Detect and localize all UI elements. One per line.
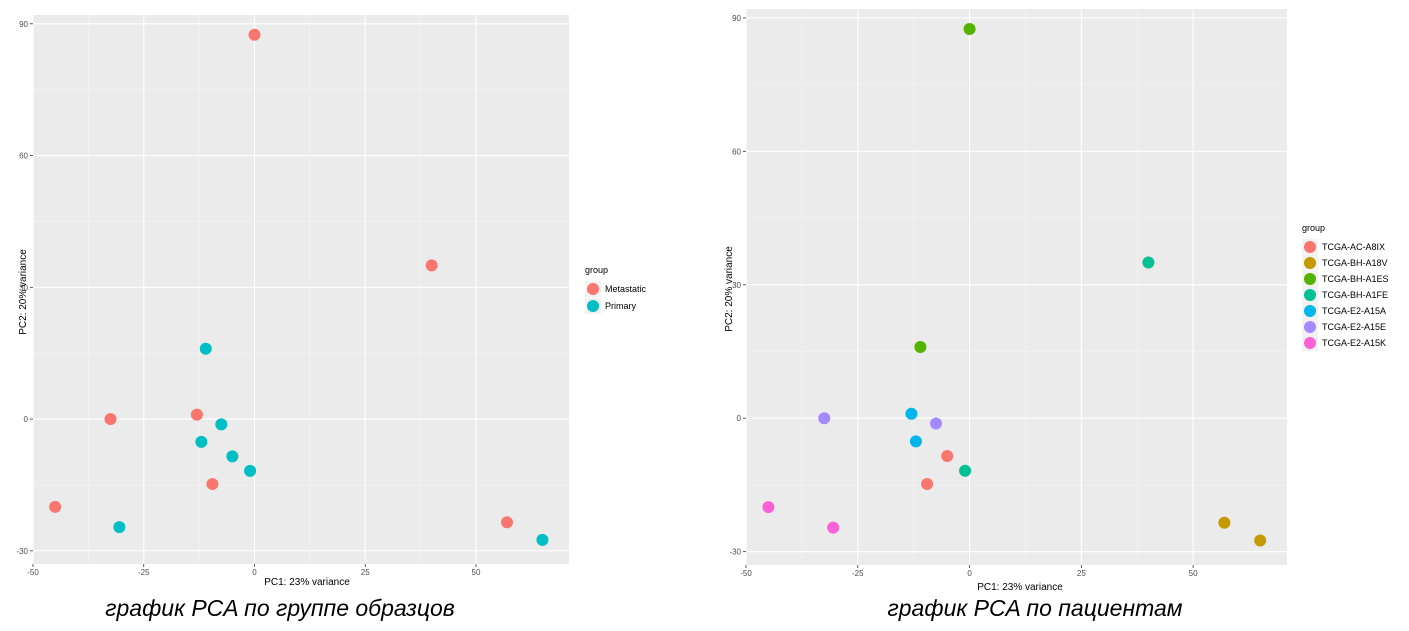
data-point xyxy=(909,435,922,448)
data-point xyxy=(244,464,257,477)
data-point xyxy=(905,407,918,420)
data-point xyxy=(930,417,943,430)
legend-marker xyxy=(587,300,599,312)
data-point xyxy=(1142,256,1155,269)
y-axis-label: PC2: 20% variance xyxy=(724,246,735,332)
data-point xyxy=(959,464,972,477)
x-tick-label: -25 xyxy=(852,569,864,578)
legend-marker xyxy=(1304,337,1316,349)
legend-label: TCGA-BH-A18V xyxy=(1322,258,1388,268)
legend-label: TCGA-E2-A15A xyxy=(1322,306,1386,316)
data-point xyxy=(190,408,203,421)
data-point xyxy=(536,533,549,546)
x-tick-label: 50 xyxy=(472,568,481,577)
legend-marker xyxy=(1304,321,1316,333)
legend-label: TCGA-AC-A8IX xyxy=(1322,242,1385,252)
data-point xyxy=(104,413,117,426)
left-chart-caption: график PCA по группе образцов xyxy=(105,595,455,621)
legend-marker xyxy=(1304,257,1316,269)
x-tick-label: 0 xyxy=(252,568,257,577)
data-point xyxy=(113,521,126,534)
data-point xyxy=(827,521,840,534)
legend: group TCGA-AC-A8IX TCGA-BH-A18V TCGA-BH-A1E… xyxy=(1302,223,1389,351)
x-axis-label: PC1: 23% variance xyxy=(264,577,350,588)
y-tick-label: 90 xyxy=(19,20,28,29)
y-tick-label: -30 xyxy=(16,547,28,556)
data-point xyxy=(195,435,208,448)
legend-label: TCGA-BH-A1FE xyxy=(1322,290,1388,300)
plot-panel xyxy=(746,9,1287,565)
data-point xyxy=(921,478,934,491)
x-tick-label: -50 xyxy=(27,568,39,577)
data-point xyxy=(941,450,954,463)
legend-label: Metastatic xyxy=(605,284,647,294)
y-tick-label: 30 xyxy=(19,283,28,292)
legend-label: TCGA-BH-A1ES xyxy=(1322,274,1389,284)
data-point xyxy=(500,516,513,529)
data-point xyxy=(248,28,261,41)
data-point xyxy=(215,418,228,431)
y-axis-label: PC2: 20% variance xyxy=(18,249,29,335)
x-tick-label: -25 xyxy=(138,568,150,577)
legend-label: TCGA-E2-A15E xyxy=(1322,322,1386,332)
axis-ticks: -50 -25 0 25 50 -30 0 30 60 90 xyxy=(16,20,481,577)
y-tick-label: -30 xyxy=(729,548,741,557)
legend-title: group xyxy=(585,265,608,275)
x-tick-label: -50 xyxy=(740,569,752,578)
data-point xyxy=(226,450,239,463)
y-tick-label: 0 xyxy=(24,415,29,424)
data-points xyxy=(49,28,549,546)
legend-marker xyxy=(1304,241,1316,253)
data-point xyxy=(1254,534,1267,547)
plot-panel xyxy=(33,15,569,564)
data-point xyxy=(914,341,927,354)
legend-title: group xyxy=(1302,223,1325,233)
data-point xyxy=(1218,516,1231,529)
x-tick-label: 50 xyxy=(1189,569,1198,578)
grid-lines xyxy=(745,9,1287,565)
y-tick-label: 0 xyxy=(737,414,742,423)
right-chart-caption: график PCA по пациентам xyxy=(887,595,1183,621)
grid-lines xyxy=(32,15,569,564)
y-tick-label: 60 xyxy=(19,152,28,161)
data-point xyxy=(762,501,775,514)
x-tick-label: 25 xyxy=(361,568,370,577)
data-point xyxy=(818,412,831,425)
x-axis-label: PC1: 23% variance xyxy=(977,582,1063,593)
y-tick-label: 60 xyxy=(732,147,741,156)
data-point xyxy=(425,259,438,272)
y-tick-label: 90 xyxy=(732,14,741,23)
x-tick-label: 25 xyxy=(1077,569,1086,578)
axis-ticks: -50 -25 0 25 50 -30 0 30 60 90 xyxy=(729,14,1198,578)
legend-marker xyxy=(1304,305,1316,317)
legend-label: Primary xyxy=(605,301,636,311)
legend-marker xyxy=(587,283,599,295)
legend-marker xyxy=(1304,273,1316,285)
data-point xyxy=(49,500,62,513)
data-point xyxy=(199,342,212,355)
data-point xyxy=(963,23,976,36)
legend-marker xyxy=(1304,289,1316,301)
legend-label: TCGA-E2-A15K xyxy=(1322,338,1386,348)
x-tick-label: 0 xyxy=(967,569,972,578)
data-point xyxy=(206,478,219,491)
y-tick-label: 30 xyxy=(732,281,741,290)
legend: group Metastatic Primary xyxy=(585,265,647,314)
data-points xyxy=(762,23,1267,547)
